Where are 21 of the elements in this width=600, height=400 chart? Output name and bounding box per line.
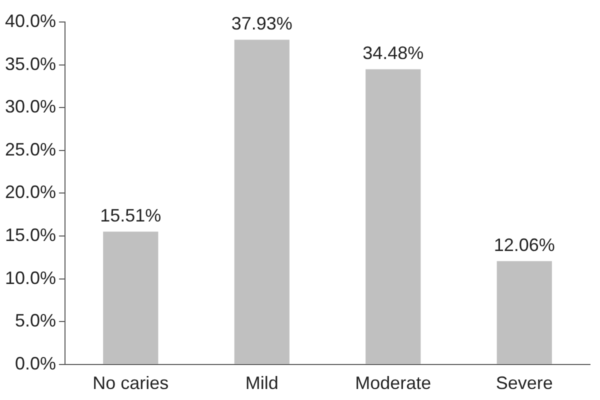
y-tick-label: 30.0%: [4, 96, 56, 117]
y-tick-label: 20.0%: [4, 182, 56, 202]
data-label: 37.93%: [231, 14, 292, 34]
y-tick-label: 40.0%: [4, 10, 56, 31]
data-label: 15.51%: [100, 206, 162, 226]
y-tick-label: 35.0%: [4, 54, 56, 74]
y-tick-label: 0.0%: [15, 353, 56, 374]
bar: [234, 40, 290, 364]
x-tick-label: Mild: [245, 373, 278, 394]
bar: [366, 69, 421, 364]
x-tick-label: Severe: [496, 373, 553, 394]
bar: [103, 232, 158, 364]
data-label: 34.48%: [362, 43, 424, 64]
x-tick-label: Moderate: [355, 373, 432, 394]
y-tick-label: 15.0%: [4, 224, 56, 245]
x-tick-label: No caries: [92, 373, 169, 394]
bar: [496, 261, 552, 364]
y-tick-label: 10.0%: [4, 268, 56, 288]
data-label: 12.06%: [494, 235, 555, 256]
y-tick-label: 25.0%: [4, 139, 56, 160]
y-tick-label: 5.0%: [15, 310, 56, 331]
